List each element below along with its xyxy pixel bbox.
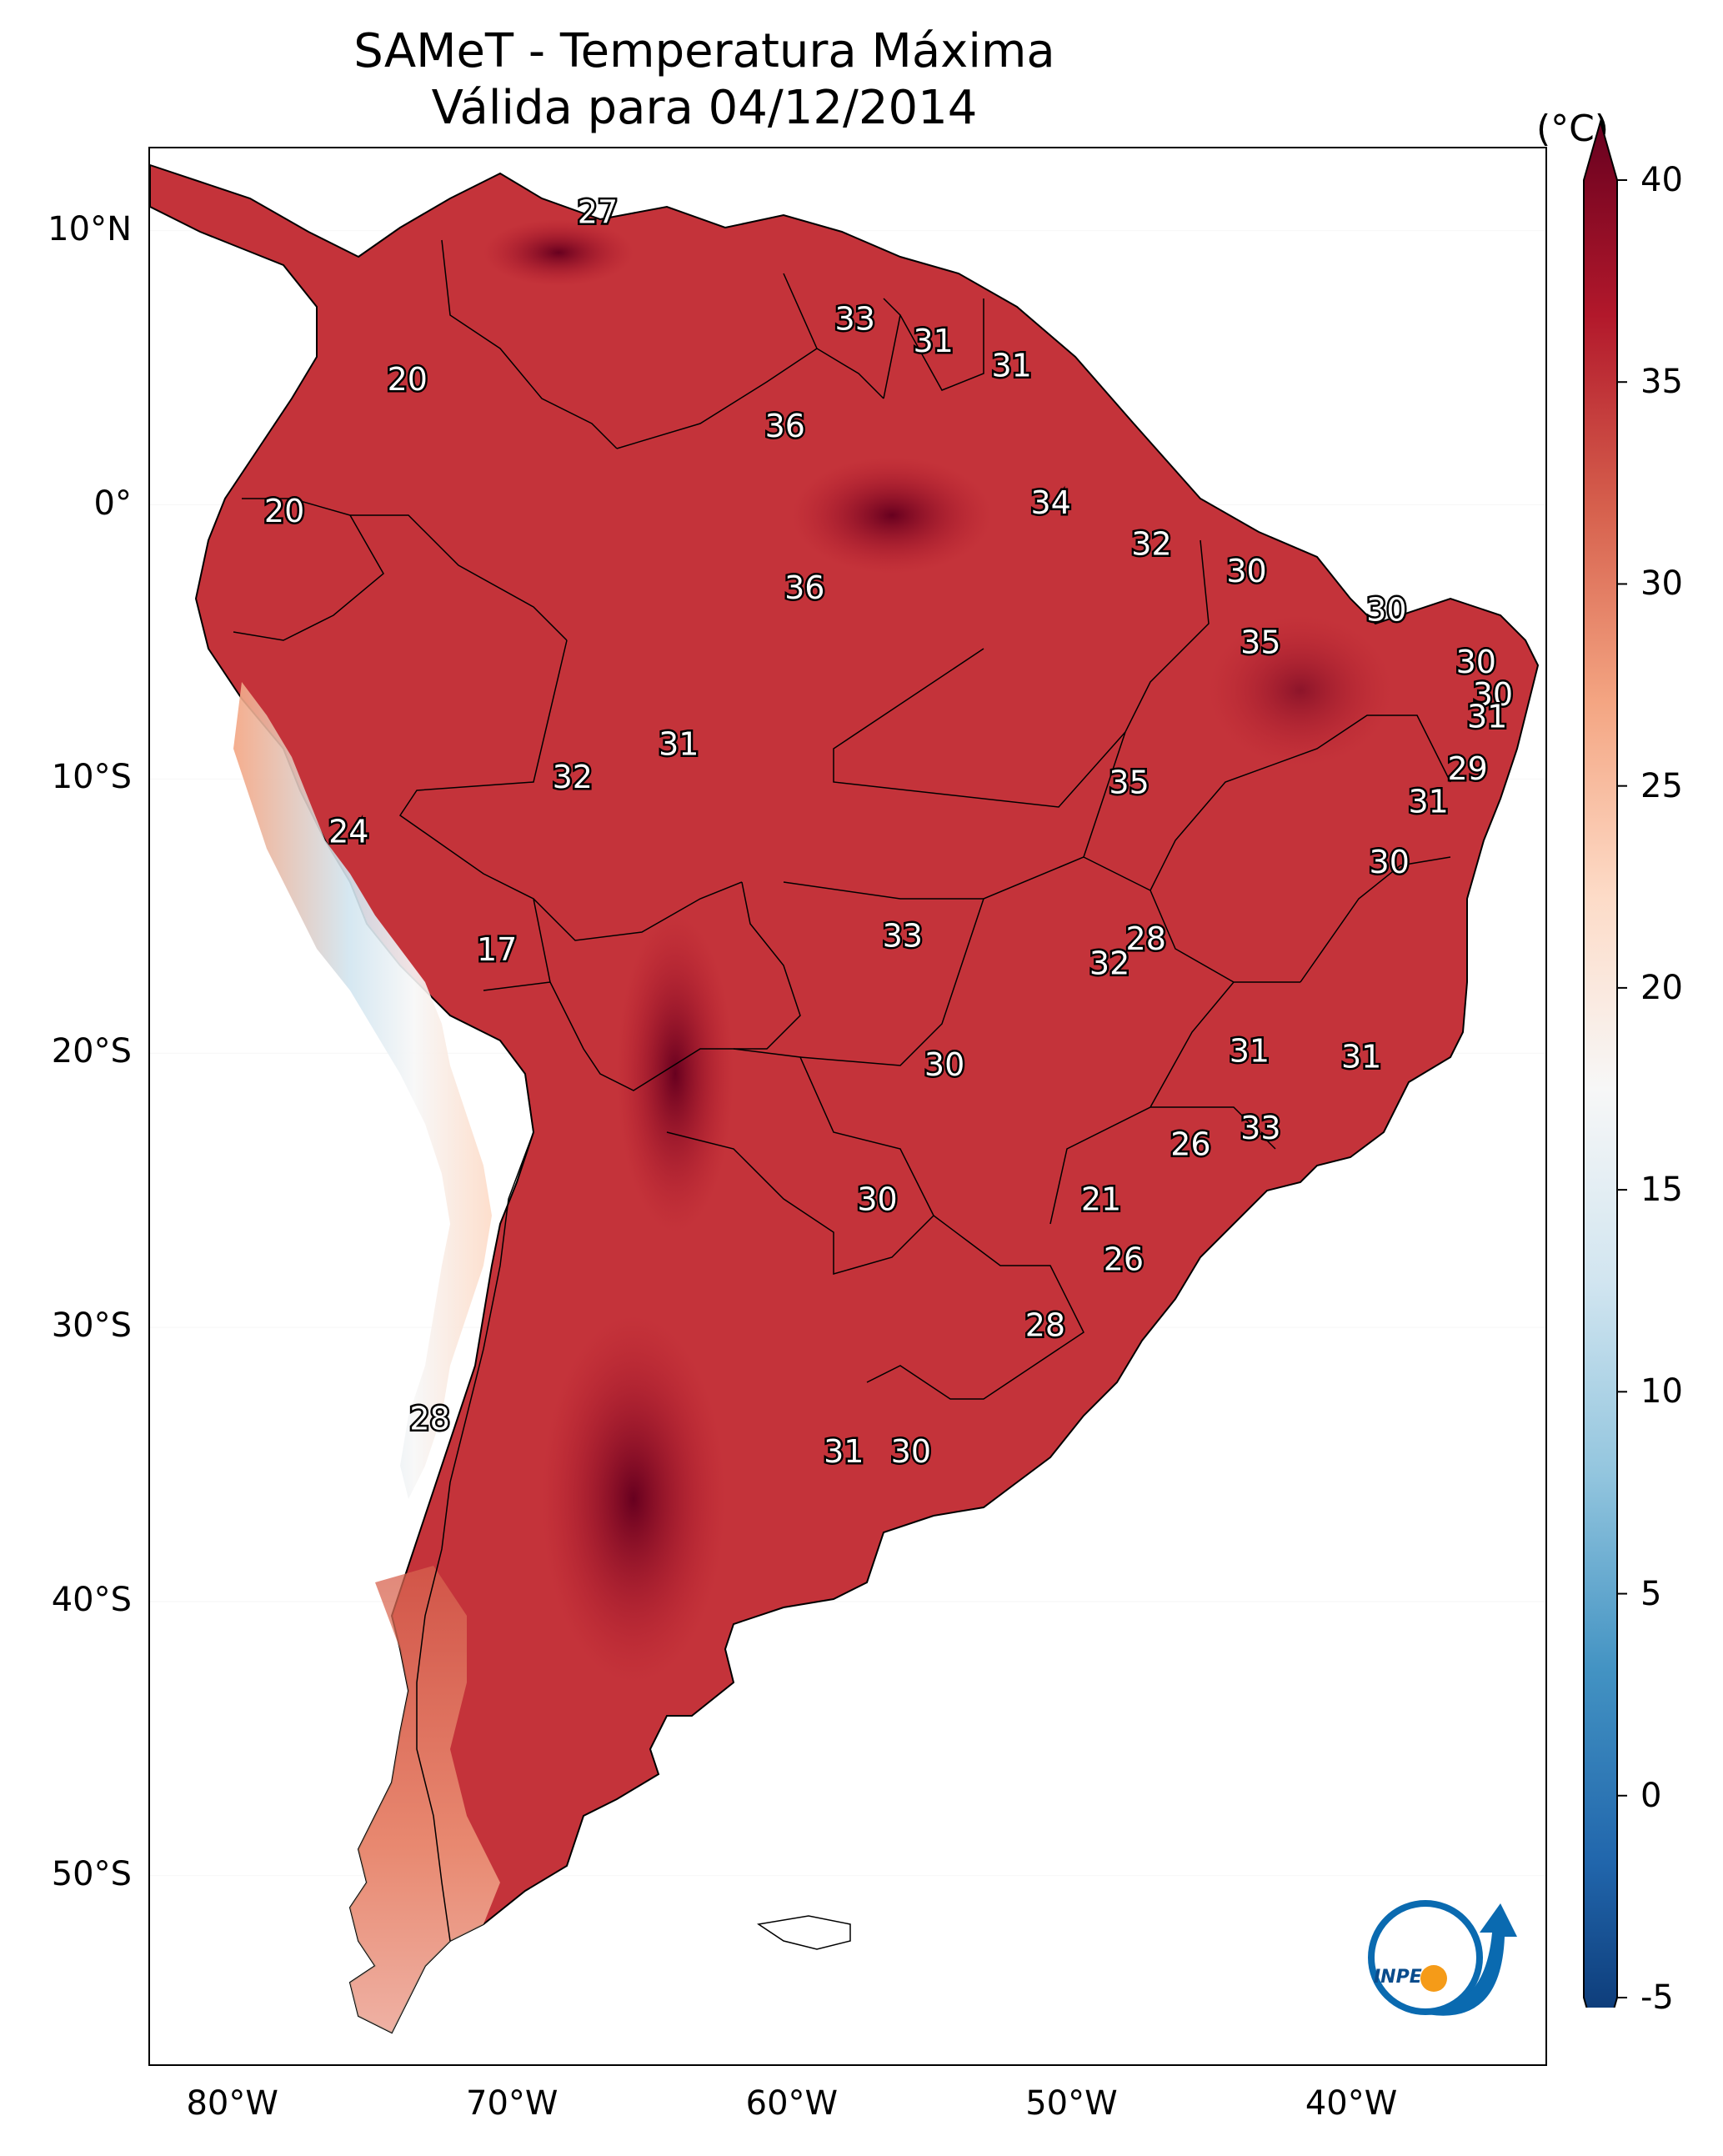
border-paraguay bbox=[666, 1048, 934, 1275]
colorbar-tick-label: 25 bbox=[1640, 766, 1683, 805]
temperature-label: 35 bbox=[1109, 764, 1149, 800]
temperature-label: 28 bbox=[1025, 1307, 1065, 1344]
temperature-label: 28 bbox=[1126, 920, 1166, 957]
longitude-tick-label: 50°W bbox=[1025, 2084, 1118, 2123]
colorbar-tick-label: 0 bbox=[1640, 1776, 1662, 1815]
colorbar-tick-label: 10 bbox=[1640, 1372, 1683, 1411]
temperature-label: 26 bbox=[1104, 1241, 1144, 1278]
colorbar bbox=[1583, 118, 1627, 2008]
temperature-label: 21 bbox=[1081, 1181, 1121, 1217]
border-peru-chile-bolivia bbox=[483, 981, 551, 1133]
temperature-label: 31 bbox=[914, 323, 954, 359]
temperature-label: 30 bbox=[1226, 553, 1266, 589]
latitude-tick-label: 10°N bbox=[48, 209, 132, 248]
border-suriname bbox=[899, 298, 984, 391]
temperature-label: 31 bbox=[991, 348, 1031, 384]
temperature-label: 29 bbox=[1447, 750, 1487, 787]
map-frame: 27 33 31 31 20 36 34 20 32 30 36 30 35 30 30 31 31 29 32 35… bbox=[148, 147, 1547, 2066]
andes-cool-region bbox=[233, 682, 492, 1499]
temperature-label: 32 bbox=[1089, 945, 1129, 981]
country-borders bbox=[233, 239, 1451, 1942]
falkland-islands bbox=[757, 1915, 851, 1950]
temperature-label: 33 bbox=[835, 301, 875, 338]
temperature-label: 30 bbox=[1473, 676, 1513, 713]
temperature-label: 34 bbox=[1030, 484, 1070, 521]
inpe-logo-sun bbox=[1420, 1965, 1447, 1992]
border-venezuela-brazil bbox=[616, 348, 884, 449]
temperature-label: 30 bbox=[1366, 591, 1406, 628]
temperature-label: 30 bbox=[891, 1433, 931, 1470]
inpe-logo-ring bbox=[1368, 1900, 1483, 2015]
temperature-label: 30 bbox=[1456, 644, 1496, 680]
inpe-logo: INPE bbox=[1368, 1900, 1517, 2016]
temperature-label: 31 bbox=[824, 1433, 864, 1470]
map-title: SAMeT - Temperatura Máxima bbox=[353, 24, 1055, 78]
temperature-label: 32 bbox=[553, 759, 593, 795]
temperature-label: 24 bbox=[328, 814, 368, 850]
latitude-tick-label: 30°S bbox=[51, 1306, 132, 1346]
colorbar-tick-label: 20 bbox=[1640, 968, 1683, 1007]
latitude-tick-label: 10°S bbox=[51, 758, 132, 797]
map-subtitle: Válida para 04/12/2014 bbox=[431, 81, 978, 135]
latitude-tick-label: 40°S bbox=[51, 1580, 132, 1619]
temperature-label: 33 bbox=[1240, 1110, 1280, 1146]
colorbar-tick-label: 35 bbox=[1640, 363, 1683, 402]
border-colombia-peru-brazil bbox=[350, 514, 568, 641]
hot-spot-northeast bbox=[1209, 615, 1392, 765]
inpe-logo-arrow bbox=[1400, 1903, 1517, 2016]
temperature-label: 26 bbox=[1170, 1126, 1210, 1163]
border-peru-brazil bbox=[398, 639, 743, 941]
longitude-tick-label: 70°W bbox=[466, 2084, 558, 2123]
inpe-logo-text: INPE bbox=[1374, 1967, 1422, 1988]
temperature-label: 17 bbox=[477, 931, 517, 968]
colorbar-tick-label: -5 bbox=[1640, 1978, 1674, 2017]
temperature-label: 31 bbox=[1230, 1033, 1270, 1070]
longitude-tick-label: 80°W bbox=[186, 2084, 278, 2123]
temperature-label: 31 bbox=[1467, 699, 1507, 735]
temperature-label: 36 bbox=[765, 408, 805, 444]
colorbar-tick-label: 40 bbox=[1640, 161, 1683, 199]
colorbar-tick-label: 5 bbox=[1640, 1574, 1662, 1613]
border-argentina-brazil-uruguay bbox=[866, 1215, 1084, 1400]
border-colombia-venezuela bbox=[441, 239, 618, 449]
temperature-label: 30 bbox=[1370, 844, 1410, 880]
south-america-landmass bbox=[150, 163, 1540, 2034]
hot-spot-chaco bbox=[617, 915, 734, 1232]
temperature-label: 20 bbox=[264, 493, 304, 529]
latitude-tick-label: 50°S bbox=[51, 1854, 132, 1893]
temperature-label: 36 bbox=[784, 569, 824, 606]
longitude-tick-label: 40°W bbox=[1305, 2084, 1398, 2123]
hot-spot-para bbox=[792, 457, 992, 574]
temperature-label: 30 bbox=[857, 1181, 897, 1217]
latitude-tick-label: 0° bbox=[93, 484, 132, 523]
colorbar-ticks bbox=[1617, 179, 1627, 1998]
temperature-label: 31 bbox=[659, 725, 699, 762]
temperature-label: 28 bbox=[409, 1400, 449, 1436]
temperature-label: 32 bbox=[1131, 525, 1171, 562]
temperature-label: 35 bbox=[1240, 624, 1280, 661]
hot-spot-argentina bbox=[542, 1316, 725, 1682]
hot-spot-venezuela bbox=[483, 219, 634, 286]
temperature-label: 27 bbox=[578, 193, 618, 230]
border-chile-argentina bbox=[416, 1131, 534, 1942]
border-bolivia bbox=[533, 881, 801, 1091]
temperature-label: 30 bbox=[924, 1046, 964, 1083]
colorbar-body bbox=[1583, 118, 1618, 2008]
temperature-label: 33 bbox=[883, 918, 923, 955]
border-ecuador bbox=[233, 498, 384, 641]
patagonia-region bbox=[350, 1566, 500, 2033]
temperature-label: 31 bbox=[1409, 783, 1449, 820]
border-brazil-states bbox=[783, 539, 1451, 1225]
latitude-tick-label: 20°S bbox=[51, 1032, 132, 1071]
temperature-label: 20 bbox=[388, 361, 428, 398]
colorbar-tick-label: 15 bbox=[1640, 1171, 1683, 1210]
colorbar-tick-label: 30 bbox=[1640, 564, 1683, 604]
longitude-tick-label: 60°W bbox=[745, 2084, 839, 2123]
temperature-label: 31 bbox=[1341, 1038, 1381, 1075]
